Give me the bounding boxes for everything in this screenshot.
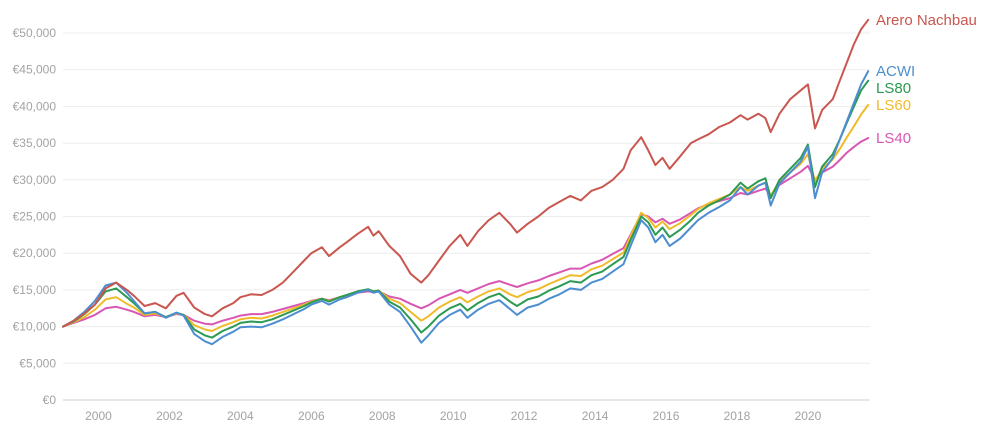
series-line-acwi [62, 70, 870, 346]
x-tick-label: 2016 [653, 409, 680, 423]
x-tick-label: 2002 [156, 409, 183, 423]
series-line-arero-nachbau [62, 18, 870, 328]
x-tick-label: 2014 [582, 409, 609, 423]
grid-layer [63, 32, 870, 401]
x-tick-label: 2004 [227, 409, 254, 423]
y-tick-label: €35,000 [13, 136, 57, 150]
x-tick-label: 2008 [369, 409, 396, 423]
x-tick-label: 2018 [724, 409, 751, 423]
x-tick-label: 2006 [298, 409, 325, 423]
x-tick-label: 2020 [795, 409, 822, 423]
y-tick-label: €0 [43, 393, 57, 407]
series-lines [62, 18, 870, 346]
series-line-ls80 [62, 79, 870, 339]
y-tick-label: €25,000 [13, 210, 57, 224]
y-tick-label: €45,000 [13, 63, 57, 77]
series-label-ls40: LS40 [876, 130, 911, 147]
series-label-ls80: LS80 [876, 80, 911, 97]
series-line-ls60 [62, 103, 870, 332]
y-tick-label: €30,000 [13, 173, 57, 187]
y-tick-label: €50,000 [13, 26, 57, 40]
y-tick-label: €10,000 [13, 320, 57, 334]
x-tick-label: 2010 [440, 409, 467, 423]
series-line-ls40 [62, 137, 870, 328]
x-tick-label: 2000 [85, 409, 112, 423]
y-tick-label: €40,000 [13, 99, 57, 113]
series-label-arero-nachbau: Arero Nachbau [876, 12, 977, 29]
y-axis-tick-labels: €0 €5,000 €10,000 €15,000 €20,000 €25,000 €30,… [13, 26, 57, 407]
x-tick-label: 2012 [511, 409, 538, 423]
x-axis-tick-labels: 2000 2002 2004 2006 2008 2010 2012 2014 2016 2018… [85, 409, 821, 423]
y-tick-label: €5,000 [19, 356, 56, 370]
y-tick-label: €15,000 [13, 283, 57, 297]
series-label-acwi: ACWI [876, 63, 915, 80]
y-tick-label: €20,000 [13, 246, 57, 260]
series-label-ls60: LS60 [876, 97, 911, 114]
